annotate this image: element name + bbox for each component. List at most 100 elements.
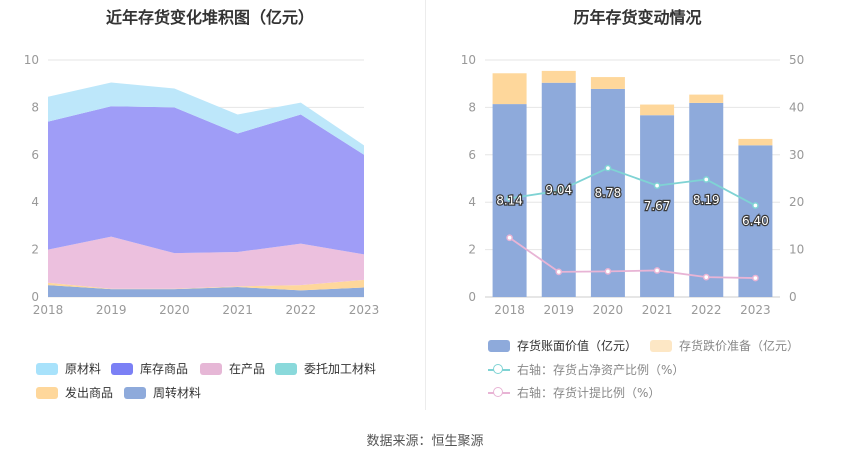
y-tick-label: 8	[31, 100, 39, 114]
legend-label: 委托加工材料	[304, 362, 377, 376]
x-tick-label: 2018	[494, 303, 525, 317]
bar-value-label: 6.40	[742, 214, 769, 228]
legend-label: 周转材料	[153, 386, 202, 400]
legend-item-book-value[interactable]: 存货账面价值（亿元）	[488, 337, 637, 354]
area-series	[48, 285, 364, 297]
legend-label: 发出商品	[65, 386, 114, 400]
line-point	[653, 267, 661, 274]
x-tick-label: 2022	[286, 303, 317, 317]
legend-line-marker	[488, 363, 510, 376]
y-right-tick-label: 20	[789, 195, 804, 209]
line-point	[752, 274, 759, 282]
line-point	[555, 268, 563, 276]
bar	[492, 73, 527, 105]
legend-item-outsourced-materials[interactable]: 委托加工材料	[275, 360, 376, 377]
x-tick-label: 2019	[543, 303, 574, 317]
y-left-tick-label: 2	[468, 243, 476, 257]
bar	[590, 88, 625, 297]
x-tick-label: 2021	[642, 303, 673, 317]
y-right-tick-label: 40	[789, 100, 804, 114]
y-left-tick-label: 0	[468, 290, 476, 304]
x-tick-label: 2019	[96, 303, 127, 317]
bar	[689, 94, 724, 103]
bar	[640, 115, 675, 297]
y-tick-label: 10	[24, 53, 39, 67]
legend-swatch	[200, 362, 222, 375]
y-tick-label: 4	[31, 195, 39, 209]
x-tick-label: 2020	[159, 303, 190, 317]
line-point	[604, 164, 612, 172]
bar	[590, 77, 625, 89]
bar-value-label: 8.14	[496, 194, 523, 208]
line-point	[702, 176, 710, 183]
legend-item-wip[interactable]: 在产品	[200, 360, 265, 377]
legend-label: 在产品	[229, 362, 266, 376]
legend-label: 库存商品	[140, 362, 189, 376]
y-left-tick-label: 6	[468, 148, 476, 162]
bar	[541, 70, 576, 83]
legend-item-raw-materials[interactable]: 原材料	[36, 360, 101, 377]
line-point	[752, 202, 759, 209]
area-series	[48, 236, 364, 289]
right-chart-title: 历年存货变动情况	[573, 8, 702, 27]
x-tick-label: 2023	[740, 303, 771, 317]
legend-swatch	[111, 362, 133, 375]
y-right-tick-label: 10	[789, 243, 804, 257]
line-point	[555, 187, 563, 195]
bar-value-label: 8.19	[693, 193, 720, 207]
y-left-tick-label: 4	[468, 195, 476, 209]
x-tick-label: 2023	[349, 303, 380, 317]
line-point	[506, 195, 513, 202]
y-right-tick-label: 30	[789, 148, 804, 162]
x-tick-label: 2018	[33, 303, 64, 317]
y-right-tick-label: 0	[789, 290, 797, 304]
legend-swatch	[36, 362, 58, 375]
y-tick-label: 0	[31, 290, 39, 304]
legend-swatch	[124, 386, 146, 399]
legend-item-impairment[interactable]: 存货跌价准备（亿元）	[650, 337, 799, 354]
bar-value-label: 8.78	[595, 186, 622, 200]
legend-swatch	[488, 339, 510, 352]
line-series	[509, 167, 756, 207]
panel-divider	[425, 0, 426, 410]
line-point	[604, 268, 612, 275]
legend-label: 右轴：存货计提比例（%）	[517, 386, 661, 400]
y-tick-label: 6	[31, 148, 39, 162]
area-series	[48, 82, 364, 155]
legend-item-finished-goods[interactable]: 库存商品	[111, 360, 188, 377]
line-series	[509, 237, 756, 279]
left-chart-title: 近年存货变化堆积图（亿元）	[105, 8, 314, 27]
x-tick-label: 2022	[691, 303, 722, 317]
legend-label: 存货账面价值（亿元）	[517, 339, 638, 353]
legend-line-marker	[488, 386, 510, 399]
data-source-note: 数据来源：恒生聚源	[366, 434, 484, 449]
legend-swatch	[36, 386, 58, 399]
bar-value-label: 7.67	[644, 199, 671, 213]
bar-value-label: 9.04	[545, 183, 572, 197]
legend-item-shipped-goods[interactable]: 发出商品	[36, 384, 113, 401]
bar	[640, 104, 675, 116]
y-left-tick-label: 8	[468, 100, 476, 114]
y-left-tick-label: 10	[461, 53, 476, 67]
line-point	[702, 273, 710, 281]
legend-swatch	[275, 362, 297, 375]
legend-label: 原材料	[65, 362, 102, 376]
legend-item-provision-ratio[interactable]: 右轴：存货计提比例（%）	[488, 384, 660, 401]
legend-item-turnover-materials[interactable]: 周转材料	[124, 384, 201, 401]
bar	[738, 138, 773, 146]
line-point	[506, 234, 513, 242]
y-tick-label: 2	[31, 243, 39, 257]
x-tick-label: 2020	[593, 303, 624, 317]
bar	[738, 145, 773, 297]
legend-swatch	[650, 339, 672, 352]
area-series	[48, 106, 364, 255]
legend-item-inventory-ratio[interactable]: 右轴：存货占净资产比例（%）	[488, 361, 684, 378]
area-series	[48, 279, 364, 291]
legend-label: 右轴：存货占净资产比例（%）	[517, 363, 685, 377]
legend-label: 存货跌价准备（亿元）	[679, 339, 800, 353]
line-point	[653, 182, 661, 189]
y-right-tick-label: 50	[789, 53, 804, 67]
bar	[689, 102, 724, 297]
x-tick-label: 2021	[222, 303, 253, 317]
